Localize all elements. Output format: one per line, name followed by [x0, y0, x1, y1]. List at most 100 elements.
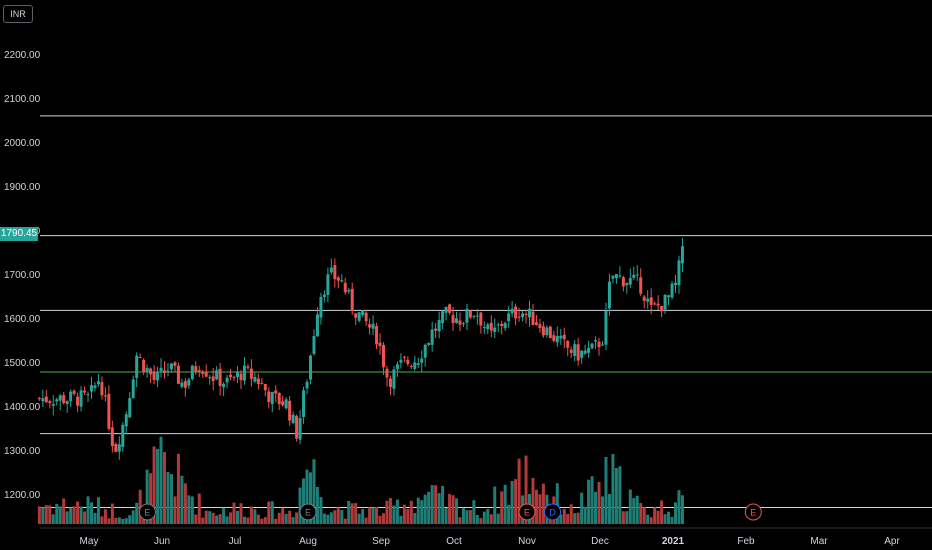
volume-bar: [618, 466, 622, 524]
candle-body: [138, 357, 142, 359]
candle-body: [159, 367, 163, 372]
volume-bar: [90, 502, 94, 524]
candle-body: [197, 370, 201, 372]
candle-body: [121, 424, 125, 448]
volume-bar: [169, 474, 173, 524]
price-tick-label: 1900.00: [4, 182, 41, 193]
time-tick-label: Mar: [810, 536, 828, 547]
volume-bar: [423, 494, 427, 524]
candle-body: [274, 390, 278, 394]
volume-bar: [156, 448, 160, 524]
candle-body: [253, 376, 257, 382]
candle-body: [406, 359, 410, 364]
candle-body: [190, 365, 194, 380]
candle-body: [569, 349, 573, 353]
volume-bar: [93, 512, 97, 524]
volume-bar: [145, 469, 149, 524]
candle-body: [267, 391, 271, 402]
candle-body: [222, 383, 226, 388]
candle-body: [552, 335, 556, 341]
candle-body: [635, 274, 639, 276]
time-axis[interactable]: MayJunJulAugSepOctNovDec2021FebMarAprMay: [40, 527, 932, 547]
volume-bar: [611, 453, 615, 524]
volume-bar: [354, 503, 358, 524]
volume-bar: [350, 503, 354, 524]
candle-body: [319, 297, 323, 318]
candle-body: [58, 395, 62, 401]
candle-body: [482, 327, 486, 329]
volume-bar: [434, 485, 438, 524]
time-tick-label: Jul: [229, 536, 242, 547]
volume-bar: [138, 489, 142, 524]
volume-bar: [375, 506, 379, 524]
volume-bar: [190, 496, 194, 524]
price-tick-label: 1300.00: [4, 446, 41, 457]
volume-bar: [249, 506, 253, 524]
volume-bar: [468, 510, 472, 524]
volume-bar: [413, 512, 417, 524]
price-tick-label: 1700.00: [4, 270, 41, 281]
volume-bar: [117, 517, 121, 524]
candle-body: [524, 314, 528, 316]
volume-bar: [514, 479, 518, 524]
candle-body: [548, 326, 552, 339]
candle-body: [670, 283, 674, 298]
volume-bar: [587, 479, 591, 524]
currency-badge[interactable]: INR: [3, 5, 33, 23]
candle-body: [395, 364, 399, 370]
candle-body: [538, 324, 542, 328]
candle-body: [468, 311, 472, 318]
price-tick-label: 1400.00: [4, 402, 41, 413]
volume-bar: [534, 489, 538, 524]
volume-bar: [382, 513, 386, 524]
candle-body: [284, 399, 288, 409]
candle-body: [590, 343, 594, 349]
candle-body: [382, 345, 386, 368]
volume-bar: [72, 506, 76, 524]
candle-body: [142, 359, 146, 373]
time-tick-label: Feb: [737, 536, 755, 547]
candle-body: [305, 381, 309, 389]
volume-bar: [677, 490, 681, 524]
candle-body: [361, 310, 365, 316]
candle-body: [399, 359, 403, 363]
volume-bar: [451, 495, 455, 524]
volume-bar: [628, 489, 632, 524]
candle-body: [194, 366, 198, 372]
volume-bar: [458, 517, 462, 524]
candle-body: [350, 288, 354, 312]
candle-body: [128, 398, 132, 418]
volume-bar: [173, 496, 177, 524]
candle-body: [249, 368, 253, 379]
volume-bar: [420, 500, 424, 524]
volume-bar: [621, 511, 625, 524]
candle-body: [441, 311, 445, 324]
candle-body: [632, 274, 636, 278]
volume-bar: [110, 503, 114, 524]
time-tick-label: Nov: [518, 536, 536, 547]
candle-body: [500, 323, 504, 327]
volume-bar: [86, 496, 90, 524]
event-marker: [518, 503, 536, 521]
candle-body: [601, 344, 605, 346]
candle-body: [72, 390, 76, 394]
candle-body: [667, 295, 671, 298]
candle-body: [343, 282, 347, 293]
volume-bar: [58, 506, 62, 524]
candle-body: [423, 344, 427, 358]
candle-body: [242, 365, 246, 381]
candle-body: [110, 427, 114, 447]
candle-body: [239, 373, 243, 381]
volume-bar: [566, 514, 570, 524]
volume-bar: [632, 498, 636, 524]
candle-body: [625, 282, 629, 286]
candle-body: [562, 334, 566, 340]
volume-bar: [208, 511, 212, 524]
candle-body: [448, 304, 452, 313]
volume-bar: [44, 505, 48, 524]
volume-bar: [368, 507, 372, 524]
volume-bar: [204, 510, 208, 524]
volume-bar: [281, 507, 285, 524]
